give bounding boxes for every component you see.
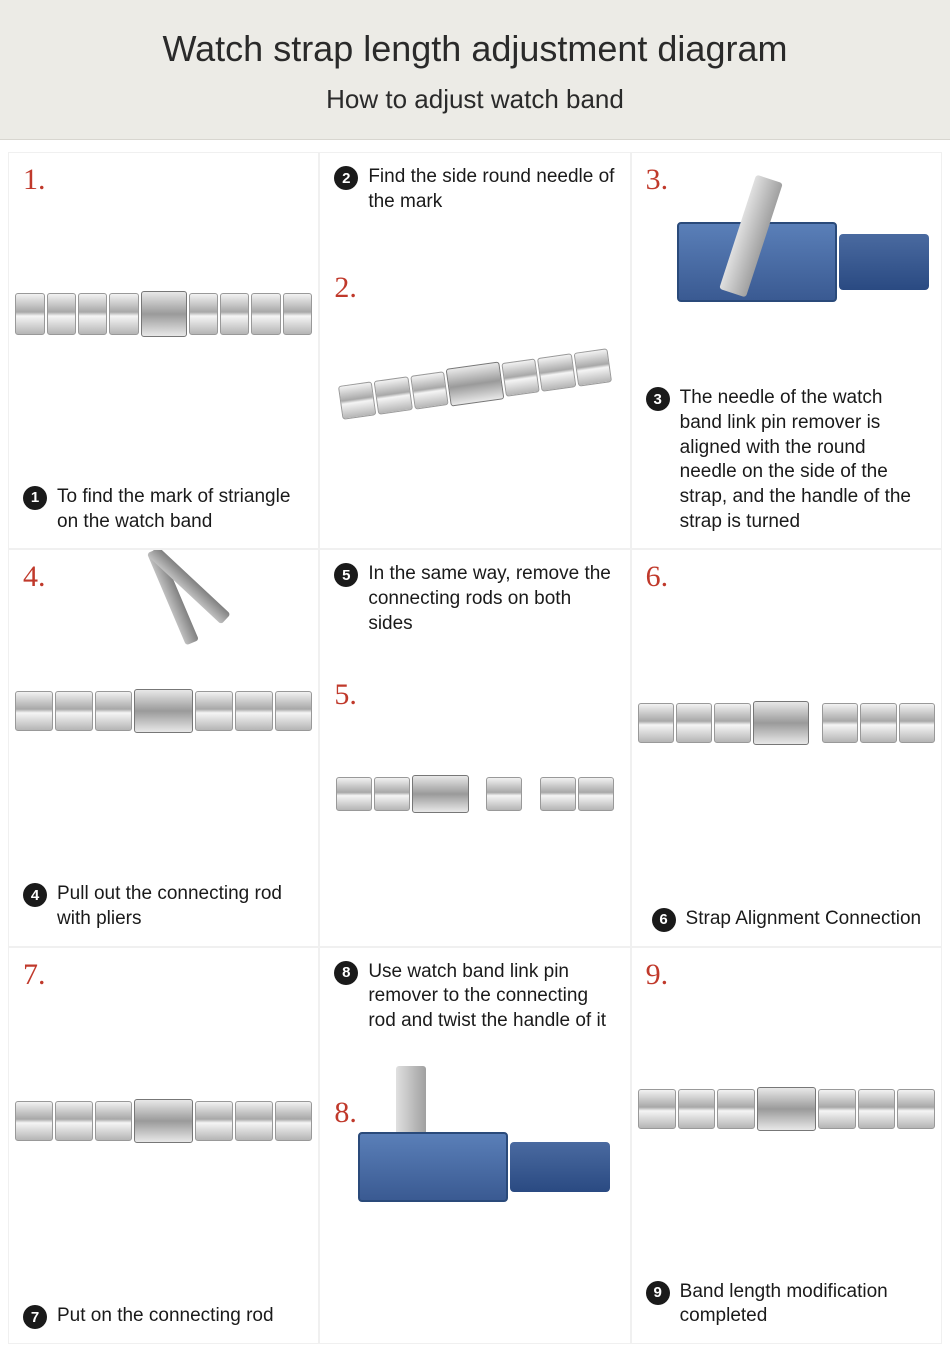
caption-text: Strap Alignment Connection	[686, 907, 922, 932]
caption-text: Find the side round needle of the mark	[368, 165, 615, 214]
step-cell-8: 8 Use watch band link pin remover to the…	[319, 947, 630, 1344]
step-caption: 5 In the same way, remove the connecting…	[320, 550, 629, 642]
link-remover-tool-illustration	[336, 1062, 614, 1320]
step-image-1	[9, 153, 318, 475]
caption-text: Pull out the connecting rod with pliers	[57, 882, 304, 931]
watch-band-illustration	[638, 703, 935, 743]
step-number: 3.	[646, 163, 669, 197]
bullet-icon: 6	[652, 908, 676, 932]
link-remover-tool-illustration	[647, 170, 925, 360]
step-image-7	[9, 948, 318, 1294]
pliers-illustration	[107, 549, 260, 672]
step-number: 6.	[646, 560, 669, 594]
step-cell-4: 4. 4 Pull out the connecting rod with pl…	[8, 549, 319, 946]
bullet-icon: 4	[23, 883, 47, 907]
step-cell-3: 3. 3 The needle of the watch band link p…	[631, 152, 942, 549]
step-image-8	[320, 1040, 629, 1343]
bullet-icon: 2	[334, 166, 358, 190]
caption-text: Put on the connecting rod	[57, 1304, 274, 1329]
step-number: 2.	[334, 271, 357, 305]
caption-text: Band length modification completed	[680, 1280, 927, 1329]
step-cell-9: 9. 9 Band length modification completed	[631, 947, 942, 1344]
watch-band-illustration	[15, 293, 312, 335]
step-cell-7: 7. 7 Put on the connecting rod	[8, 947, 319, 1344]
step-number: 9.	[646, 958, 669, 992]
step-cell-5: 5 In the same way, remove the connecting…	[319, 549, 630, 946]
steps-grid: 1. 1 To find the mark of striangle on th…	[0, 140, 950, 1352]
watch-band-illustration	[338, 349, 612, 421]
bullet-icon: 3	[646, 387, 670, 411]
bullet-icon: 7	[23, 1305, 47, 1329]
caption-text: To find the mark of striangle on the wat…	[57, 485, 304, 534]
watch-band-illustration	[15, 1101, 312, 1141]
step-number: 8.	[334, 1096, 357, 1130]
step-cell-6: 6. 6 Strap Alignment Connection	[631, 549, 942, 946]
caption-text: In the same way, remove the connecting r…	[368, 562, 615, 636]
bullet-icon: 5	[334, 563, 358, 587]
step-image-4	[9, 550, 318, 872]
step-number: 7.	[23, 958, 46, 992]
step-caption: 7 Put on the connecting rod	[9, 1294, 318, 1343]
page-subtitle: How to adjust watch band	[20, 84, 930, 115]
step-number: 4.	[23, 560, 46, 594]
step-cell-1: 1. 1 To find the mark of striangle on th…	[8, 152, 319, 549]
step-image-5	[320, 642, 629, 945]
step-cell-2: 2 Find the side round needle of the mark…	[319, 152, 630, 549]
bullet-icon: 1	[23, 486, 47, 510]
step-caption: 8 Use watch band link pin remover to the…	[320, 948, 629, 1040]
step-caption: 6 Strap Alignment Connection	[632, 897, 941, 946]
step-caption: 2 Find the side round needle of the mark	[320, 153, 629, 220]
step-image-3	[632, 153, 941, 376]
step-caption: 9 Band length modification completed	[632, 1270, 941, 1343]
step-number: 1.	[23, 163, 46, 197]
step-image-9	[632, 948, 941, 1270]
header: Watch strap length adjustment diagram Ho…	[0, 0, 950, 140]
page-title: Watch strap length adjustment diagram	[20, 28, 930, 70]
watch-band-illustration	[15, 691, 312, 731]
caption-text: The needle of the watch band link pin re…	[680, 386, 927, 534]
step-caption: 4 Pull out the connecting rod with plier…	[9, 872, 318, 945]
caption-text: Use watch band link pin remover to the c…	[368, 960, 615, 1034]
watch-band-split-illustration	[336, 777, 614, 811]
step-image-2	[320, 220, 629, 548]
watch-band-illustration	[638, 1089, 935, 1129]
bullet-icon: 8	[334, 961, 358, 985]
step-caption: 3 The needle of the watch band link pin …	[632, 376, 941, 548]
step-number: 5.	[334, 678, 357, 712]
bullet-icon: 9	[646, 1281, 670, 1305]
step-image-6	[632, 550, 941, 896]
step-caption: 1 To find the mark of striangle on the w…	[9, 475, 318, 548]
